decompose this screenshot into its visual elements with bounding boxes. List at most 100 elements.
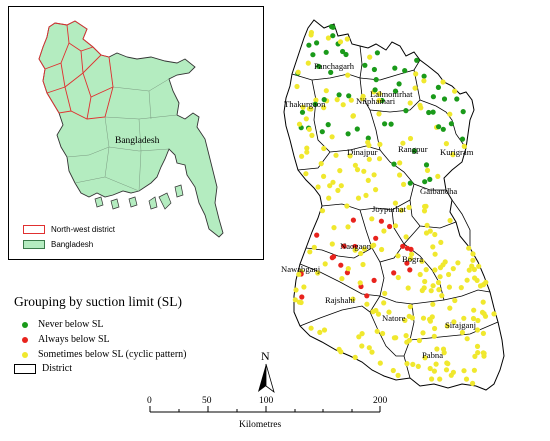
well-point-sometimes: [491, 311, 497, 317]
district-label-nawabganj: Nawabganj: [281, 264, 320, 274]
well-point-never: [392, 88, 399, 94]
well-point-sometimes: [461, 143, 467, 149]
district-label-sirajganj: Sirajganj: [445, 320, 476, 330]
well-point-sometimes: [437, 265, 444, 271]
well-point-sometimes: [451, 319, 457, 325]
well-point-sometimes: [459, 329, 465, 336]
well-point-sometimes: [432, 251, 438, 257]
well-point-sometimes: [395, 372, 401, 378]
well-point-sometimes: [380, 330, 386, 337]
district-label-joypurhat: Joypurhat: [372, 204, 407, 214]
well-point-sometimes: [397, 160, 403, 166]
well-point-sometimes: [436, 287, 442, 293]
well-point-sometimes: [369, 349, 375, 355]
well-point-sometimes: [331, 225, 337, 231]
well-point-sometimes: [407, 304, 413, 310]
district-label-panchagarh: Panchagarh: [314, 61, 355, 71]
well-point-sometimes: [405, 285, 411, 291]
well-point-sometimes: [375, 311, 382, 317]
well-point-sometimes: [379, 246, 385, 253]
well-point-sometimes: [392, 223, 399, 229]
district-label-dinajpur: Dinajpur: [347, 147, 378, 157]
well-point-sometimes: [412, 85, 418, 91]
well-point-sometimes: [309, 132, 315, 138]
well-point-never: [436, 124, 442, 130]
well-point-never: [448, 121, 454, 127]
well-point-sometimes: [348, 97, 354, 103]
well-point-never: [426, 109, 432, 116]
well-point-sometimes: [317, 329, 323, 335]
well-point-sometimes: [416, 337, 422, 344]
well-point-sometimes: [427, 365, 433, 372]
well-point-always: [391, 270, 397, 276]
well-point-never: [365, 135, 371, 141]
well-point-sometimes: [432, 267, 438, 273]
well-point-never: [427, 176, 433, 182]
well-point-never: [330, 33, 336, 39]
well-point-never: [440, 126, 446, 132]
district-labels: Panchagarh Lalmonirhat Nilphamari Thakur…: [281, 61, 476, 360]
well-point-sometimes: [390, 367, 396, 374]
well-point-sometimes: [403, 333, 409, 339]
well-point-sometimes: [323, 88, 329, 94]
well-point-never: [346, 93, 352, 99]
well-point-sometimes: [435, 173, 441, 179]
well-point-always: [387, 223, 393, 230]
well-point-sometimes: [391, 335, 397, 341]
well-point-sometimes: [363, 192, 369, 198]
well-point-sometimes: [366, 156, 372, 162]
well-point-sometimes: [360, 261, 366, 268]
scale-label-50: 50: [202, 396, 212, 406]
well-point-sometimes: [303, 116, 309, 122]
well-point-always: [338, 262, 344, 268]
scale-label-0: 0: [147, 396, 152, 406]
well-point-never: [396, 81, 402, 87]
well-point-sometimes: [361, 246, 368, 252]
well-point-sometimes: [464, 336, 470, 342]
well-point-sometimes: [333, 152, 339, 158]
well-point-sometimes: [429, 314, 435, 320]
scale-label-200: 200: [373, 396, 388, 406]
well-point-sometimes: [472, 353, 478, 359]
well-point-sometimes: [441, 350, 447, 356]
well-point-sometimes: [359, 343, 365, 349]
well-point-sometimes: [404, 361, 410, 367]
inset-islands: [94, 184, 184, 210]
scale-label-100: 100: [259, 396, 274, 406]
well-point-always: [344, 270, 350, 276]
well-point-never: [336, 92, 342, 98]
well-point-sometimes: [474, 327, 481, 333]
district-label-lalmonirhat: Lalmonirhat: [370, 89, 413, 99]
well-point-sometimes: [442, 259, 448, 265]
well-point-sometimes: [398, 207, 404, 213]
well-point-sometimes: [427, 228, 433, 234]
well-point-sometimes: [358, 250, 364, 257]
well-point-sometimes: [371, 242, 377, 248]
well-point-sometimes: [421, 78, 427, 84]
well-point-always: [299, 294, 305, 300]
well-point-sometimes: [377, 141, 383, 147]
well-point-never: [362, 62, 368, 68]
district-label-pabna: Pabna: [422, 350, 443, 360]
well-point-sometimes: [308, 32, 314, 38]
well-point-sometimes: [301, 284, 307, 290]
well-point-sometimes: [296, 121, 303, 127]
well-point-sometimes: [306, 126, 312, 132]
well-point-never: [441, 96, 448, 102]
well-point-sometimes: [470, 380, 476, 386]
well-point-sometimes: [420, 315, 427, 321]
well-point-sometimes: [447, 217, 453, 224]
well-point-sometimes: [446, 271, 452, 278]
well-point-sometimes: [452, 88, 458, 94]
well-point-sometimes: [466, 267, 472, 273]
well-point-sometimes: [407, 100, 413, 106]
well-point-sometimes: [440, 79, 446, 85]
district-label-nilphamari: Nilphamari: [356, 96, 396, 106]
well-point-sometimes: [450, 152, 456, 158]
well-point-sometimes: [431, 333, 437, 339]
well-point-sometimes: [472, 275, 478, 281]
well-point-sometimes: [338, 183, 344, 189]
well-point-always: [364, 293, 370, 299]
well-point-sometimes: [404, 339, 410, 345]
well-point-never: [314, 40, 320, 46]
